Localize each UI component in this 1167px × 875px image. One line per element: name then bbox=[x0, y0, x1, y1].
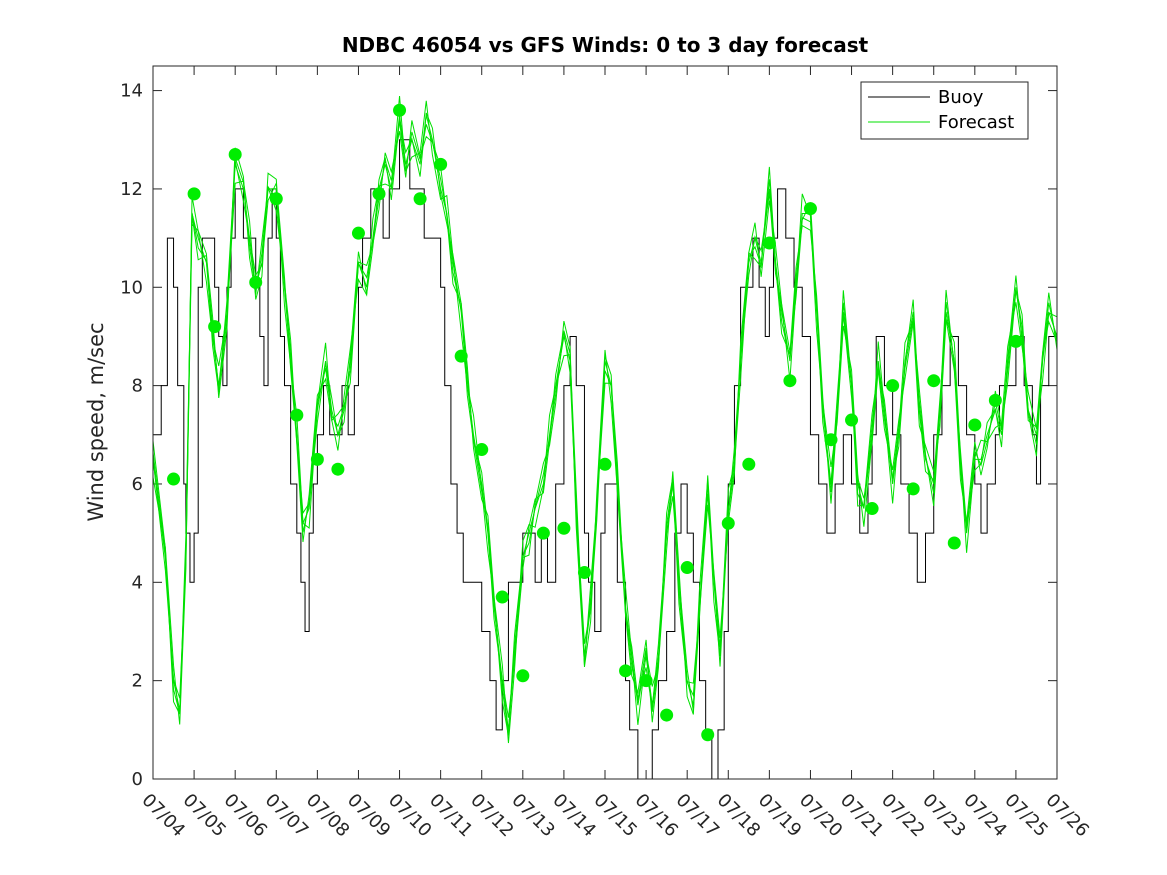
x-tick-label: 07/08 bbox=[302, 790, 354, 842]
y-tick-label: 6 bbox=[132, 474, 143, 495]
x-tick-label: 07/17 bbox=[672, 790, 724, 842]
series-layer bbox=[152, 96, 1058, 780]
forecast-marker bbox=[310, 452, 324, 466]
forecast-marker bbox=[968, 418, 982, 432]
forecast-marker bbox=[927, 374, 941, 388]
forecast-marker bbox=[516, 669, 530, 683]
x-tick-label: 07/25 bbox=[1000, 790, 1052, 842]
x-tick-label: 07/11 bbox=[425, 790, 477, 842]
forecast-marker bbox=[947, 536, 961, 550]
y-tick-label: 8 bbox=[132, 376, 143, 397]
x-tick-label: 07/13 bbox=[507, 790, 559, 842]
forecast-marker bbox=[557, 521, 571, 535]
x-tick-label: 07/14 bbox=[548, 790, 600, 842]
forecast-marker bbox=[434, 157, 448, 171]
forecast-marker bbox=[269, 192, 283, 206]
x-tick-label: 07/18 bbox=[713, 790, 765, 842]
forecast-marker bbox=[495, 590, 509, 604]
forecast-series-line bbox=[152, 120, 1058, 736]
forecast-marker bbox=[762, 236, 776, 250]
forecast-marker bbox=[906, 482, 920, 496]
forecast-marker bbox=[783, 374, 797, 388]
forecast-marker bbox=[1009, 334, 1023, 348]
forecast-marker bbox=[167, 472, 181, 486]
forecast-marker bbox=[372, 187, 386, 201]
forecast-marker bbox=[290, 408, 304, 422]
forecast-marker bbox=[413, 192, 427, 206]
y-tick-label: 10 bbox=[120, 277, 143, 298]
x-tick-label: 07/10 bbox=[384, 790, 436, 842]
x-tick-label: 07/15 bbox=[589, 790, 641, 842]
y-axis-label: Wind speed, m/sec bbox=[84, 322, 108, 521]
chart-title: NDBC 46054 vs GFS Winds: 0 to 3 day fore… bbox=[342, 33, 869, 57]
x-tick-label: 07/12 bbox=[466, 790, 518, 842]
y-tick-label: 12 bbox=[120, 179, 143, 200]
forecast-marker bbox=[393, 103, 407, 117]
x-tick-label: 07/24 bbox=[959, 790, 1011, 842]
legend-box bbox=[860, 81, 1029, 140]
plot-area bbox=[153, 66, 1057, 779]
forecast-marker bbox=[701, 728, 715, 742]
x-tick-label: 07/23 bbox=[918, 790, 970, 842]
x-tick-label: 07/16 bbox=[631, 790, 683, 842]
forecast-marker bbox=[721, 516, 735, 530]
y-tick-label: 0 bbox=[132, 769, 143, 790]
x-tick-label: 07/21 bbox=[836, 790, 888, 842]
forecast-marker bbox=[208, 320, 222, 334]
forecast-marker bbox=[865, 502, 879, 516]
forecast-series-line bbox=[152, 112, 1058, 718]
x-tick-label: 07/07 bbox=[261, 790, 313, 842]
forecast-marker bbox=[803, 202, 817, 216]
forecast-marker bbox=[577, 565, 591, 579]
forecast-marker bbox=[886, 379, 900, 393]
forecast-series-line bbox=[152, 96, 1058, 744]
y-tick-label: 14 bbox=[120, 81, 143, 102]
forecast-marker bbox=[639, 674, 653, 688]
x-tick-label: 07/19 bbox=[754, 790, 806, 842]
x-tick-label: 07/22 bbox=[877, 790, 929, 842]
forecast-marker bbox=[454, 349, 468, 363]
plot-frame bbox=[152, 65, 1058, 780]
x-tick-label: 07/09 bbox=[343, 790, 395, 842]
forecast-marker bbox=[475, 443, 489, 457]
forecast-marker bbox=[228, 148, 242, 162]
forecast-marker bbox=[742, 457, 756, 471]
x-tick-label: 07/06 bbox=[220, 790, 272, 842]
forecast-marker bbox=[598, 457, 612, 471]
x-tick-label: 07/26 bbox=[1041, 790, 1093, 842]
forecast-marker bbox=[680, 561, 694, 575]
forecast-marker bbox=[660, 708, 674, 722]
forecast-marker bbox=[988, 393, 1002, 407]
x-tick-label: 07/04 bbox=[137, 790, 189, 842]
forecast-marker bbox=[619, 664, 633, 678]
forecast-marker bbox=[536, 526, 550, 540]
forecast-marker bbox=[824, 433, 838, 447]
forecast-marker bbox=[249, 275, 263, 289]
y-tick-label: 4 bbox=[132, 572, 143, 593]
y-tick-label: 2 bbox=[132, 671, 143, 692]
forecast-series-line bbox=[152, 121, 1058, 734]
forecast-marker bbox=[187, 187, 201, 201]
forecast-marker bbox=[331, 462, 345, 476]
x-tick-label: 07/20 bbox=[795, 790, 847, 842]
legend-buoy-label: Buoy bbox=[938, 87, 984, 108]
forecast-marker bbox=[351, 226, 365, 240]
legend: Buoy Forecast bbox=[860, 81, 1029, 140]
x-tick-label: 07/05 bbox=[179, 790, 231, 842]
legend-forecast-label: Forecast bbox=[938, 112, 1014, 133]
forecast-marker bbox=[845, 413, 859, 427]
